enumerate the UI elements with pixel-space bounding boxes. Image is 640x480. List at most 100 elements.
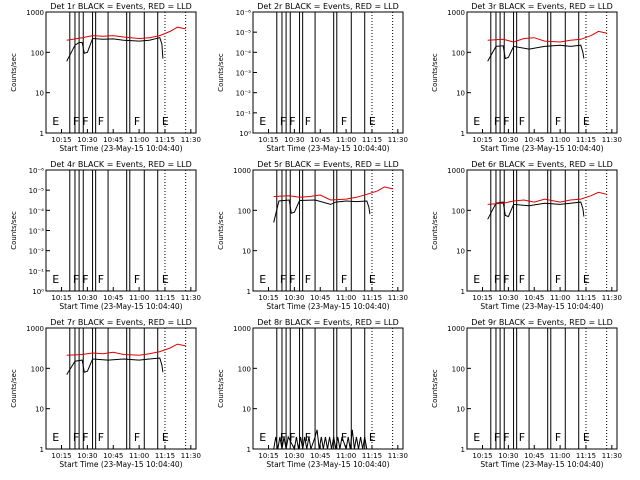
x-tick-label: 11:00	[550, 452, 570, 460]
x-tick-label: 11:00	[336, 452, 356, 460]
x-tick-label: 11:15	[362, 452, 382, 460]
plot-frame	[466, 11, 618, 134]
panel-title: Det 5r BLACK = Events, RED = LLD	[257, 160, 399, 169]
x-tick-label: 11:30	[388, 136, 408, 144]
y-tick-label: 10	[456, 406, 465, 414]
y-tick-label: 10	[35, 90, 44, 98]
flag-label: F	[280, 431, 286, 444]
x-tick-label: 10:45	[524, 452, 544, 460]
y-tick-label: 100	[31, 49, 44, 57]
flag-label: F	[280, 273, 286, 286]
x-axis-label: Start Time (23-May-15 10:04:40)	[266, 144, 389, 153]
y-tick-label: 10⁻⁶	[236, 9, 252, 17]
lld-series-line	[487, 191, 607, 205]
flag-label: F	[134, 115, 140, 128]
panel-title: Det 9r BLACK = Events, RED = LLD	[471, 318, 613, 327]
detector-panel-7: Det 7r BLACK = Events, RED = LLD 1 10 100 10…	[10, 318, 201, 469]
x-tick-label: 10:15	[258, 294, 278, 302]
y-tick-label: 10⁻⁵	[236, 29, 252, 37]
y-tick-label: 100	[452, 207, 465, 215]
x-tick-label: 10:30	[284, 294, 304, 302]
x-tick-label: 10:30	[498, 452, 518, 460]
x-tick-label: 10:30	[77, 294, 97, 302]
detector-panel-8: Det 8r BLACK = Events, RED = LLD 1 10 100 10…	[217, 318, 408, 469]
x-tick-label: 10:15	[51, 136, 71, 144]
y-axis-label: Counts/sec	[431, 369, 439, 408]
x-tick-label: 10:30	[284, 136, 304, 144]
flag-label: E	[369, 273, 376, 286]
events-series-line	[66, 357, 164, 375]
detector-panel-2: Det 2r BLACK = Events, RED = LLD 10⁰ 10⁻¹ 1…	[217, 2, 408, 153]
y-tick-label: 1	[461, 288, 465, 296]
plot-frame	[466, 327, 618, 450]
y-tick-label: 10⁰	[32, 288, 44, 296]
y-axis-label: Counts/sec	[431, 53, 439, 92]
flag-label: F	[73, 273, 79, 286]
y-tick-label: 100	[238, 365, 251, 373]
y-tick-label: 10⁻⁶	[29, 167, 45, 175]
x-tick-label: 11:15	[155, 294, 175, 302]
y-tick-label: 10⁻⁴	[29, 207, 45, 215]
flag-label: F	[98, 431, 104, 444]
flag-label: E	[473, 273, 480, 286]
y-tick-label: 10⁻³	[236, 70, 252, 78]
y-axis-label: Counts/sec	[10, 53, 18, 92]
flag-label: F	[73, 115, 79, 128]
events-series-line	[66, 37, 164, 62]
y-tick-label: 10⁻¹	[236, 110, 252, 118]
flag-label: F	[305, 431, 311, 444]
x-tick-label: 10:15	[472, 294, 492, 302]
detector-panel-5: Det 5r BLACK = Events, RED = LLD 1 10 100 10…	[217, 160, 408, 311]
flag-label: F	[341, 273, 347, 286]
flag-label: E	[473, 115, 480, 128]
flag-label: F	[289, 273, 295, 286]
flag-label: F	[494, 115, 500, 128]
x-tick-label: 11:30	[602, 136, 622, 144]
x-tick-label: 10:45	[310, 136, 330, 144]
events-series-line	[487, 44, 585, 62]
y-tick-label: 1000	[447, 9, 465, 17]
events-series-line	[487, 201, 585, 220]
y-axis-label: Counts/sec	[10, 369, 18, 408]
x-tick-label: 11:30	[181, 136, 201, 144]
flag-label: E	[52, 115, 59, 128]
y-tick-label: 10⁻²	[236, 90, 252, 98]
plot-frame	[466, 169, 618, 292]
x-tick-label: 10:45	[524, 294, 544, 302]
flag-label: E	[259, 431, 266, 444]
x-axis-label: Start Time (23-May-15 10:04:40)	[480, 460, 603, 469]
x-axis-label: Start Time (23-May-15 10:04:40)	[59, 144, 182, 153]
plot-frame	[45, 327, 197, 450]
flag-label: F	[519, 115, 525, 128]
events-series-line	[273, 429, 368, 451]
flag-label: F	[305, 115, 311, 128]
flag-label: F	[555, 115, 561, 128]
panel-title: Det 2r BLACK = Events, RED = LLD	[257, 2, 399, 11]
detector-panel-6: Det 6r BLACK = Events, RED = LLD 1 10 100 10…	[431, 160, 622, 311]
events-series-line	[273, 199, 371, 223]
y-tick-label: 10⁻⁴	[236, 49, 252, 57]
plot-frame	[45, 169, 197, 292]
x-tick-label: 10:45	[103, 452, 123, 460]
flag-label: F	[555, 273, 561, 286]
x-tick-label: 10:15	[472, 136, 492, 144]
y-tick-label: 1000	[233, 167, 251, 175]
x-axis-label: Start Time (23-May-15 10:04:40)	[266, 302, 389, 311]
y-tick-label: 10	[456, 248, 465, 256]
x-axis-label: Start Time (23-May-15 10:04:40)	[480, 144, 603, 153]
x-tick-label: 11:30	[602, 294, 622, 302]
y-tick-label: 1000	[447, 325, 465, 333]
flag-label: E	[369, 431, 376, 444]
panel-title: Det 3r BLACK = Events, RED = LLD	[471, 2, 613, 11]
plot-frame	[252, 327, 404, 450]
panel-title: Det 6r BLACK = Events, RED = LLD	[471, 160, 613, 169]
y-tick-label: 1	[40, 130, 44, 138]
x-axis-label: Start Time (23-May-15 10:04:40)	[59, 302, 182, 311]
flag-label: F	[289, 431, 295, 444]
flag-label: F	[503, 115, 509, 128]
flag-label: F	[494, 431, 500, 444]
x-tick-label: 11:15	[155, 452, 175, 460]
plot-frame	[252, 169, 404, 292]
y-tick-label: 10	[242, 406, 251, 414]
x-tick-label: 10:30	[498, 294, 518, 302]
